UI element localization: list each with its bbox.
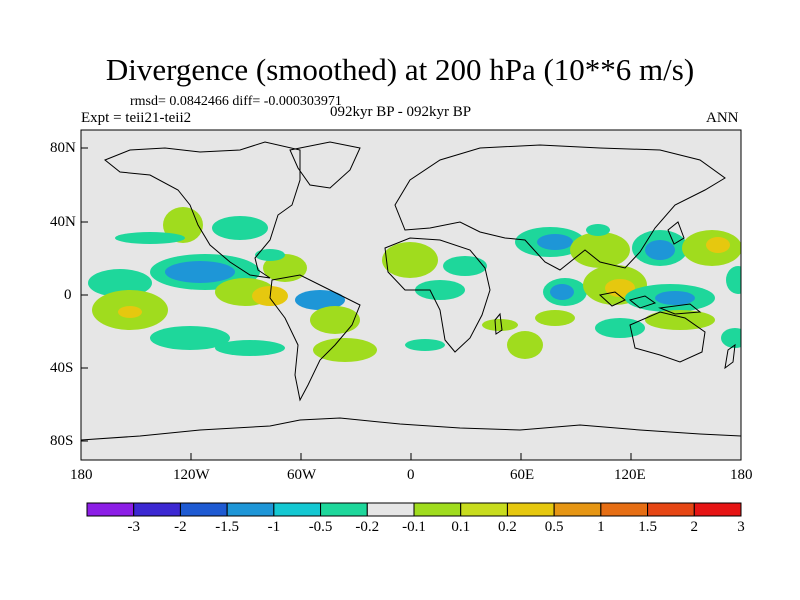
field-patch	[212, 216, 268, 240]
field-patch	[586, 224, 610, 236]
coastline-maritime-continent	[598, 291, 702, 315]
field-patch	[570, 232, 630, 268]
field-patch	[721, 328, 741, 348]
coastline-south-america	[269, 274, 361, 402]
map-panel	[80, 129, 742, 461]
coastline-antarctica	[81, 417, 741, 441]
colorbar-swatch	[133, 502, 181, 517]
colorbar-swatch	[647, 502, 695, 517]
coastline-eurasia	[394, 144, 726, 271]
colorbar-label: 1.5	[638, 519, 657, 535]
lon-tick-label: 60E	[510, 467, 535, 483]
colorbar	[86, 502, 742, 517]
colorbar-swatch	[460, 502, 508, 517]
colorbar-swatch	[320, 502, 368, 517]
field-patch	[415, 280, 465, 300]
lat-tick-label: 40N	[50, 214, 76, 230]
lon-tick-label: 120W	[173, 467, 210, 483]
field-patch	[595, 318, 645, 338]
coastline-new-zealand	[724, 343, 736, 370]
lon-tick-label: 180	[730, 467, 753, 483]
field-patch	[88, 269, 152, 297]
field-patch	[726, 266, 741, 294]
colorbar-swatch	[86, 502, 135, 517]
colorbar-swatch	[273, 502, 322, 517]
colorbar-swatch	[693, 502, 742, 517]
colorbar-label: 1	[597, 519, 605, 535]
field-patch	[295, 290, 345, 310]
divergence-field	[88, 207, 741, 362]
colorbar-swatch	[553, 502, 602, 517]
lon-tick-label: 180	[70, 467, 93, 483]
lon-tick-label: 120E	[614, 467, 646, 483]
colorbar-swatch	[226, 502, 275, 517]
axis-ticks	[80, 147, 742, 460]
colorbar-label: -2	[174, 519, 187, 535]
field-patch	[645, 310, 715, 330]
colorbar-label: -0.2	[355, 519, 380, 535]
field-patch	[215, 340, 285, 356]
coastline-north-america	[104, 141, 301, 279]
field-patch	[405, 339, 445, 351]
field-patch	[482, 319, 518, 331]
lat-tick-label: 80S	[50, 433, 74, 449]
field-patch	[535, 310, 575, 326]
lat-tick-label: 40S	[50, 360, 74, 376]
colorbar-swatch	[600, 502, 649, 517]
coastline-africa	[384, 237, 491, 353]
colorbar-label: 3	[737, 519, 745, 535]
field-patch	[165, 261, 235, 283]
field-patch	[263, 254, 307, 282]
colorbar-swatch	[506, 502, 555, 517]
colorbar-label: -0.5	[308, 519, 333, 535]
coastline-japan	[667, 221, 685, 245]
lon-tick-label: 60W	[287, 467, 317, 483]
lon-tick-label: 0	[407, 467, 415, 483]
colorbar-label: -1	[267, 519, 281, 535]
colorbar-label: 0.2	[498, 519, 517, 535]
field-patch	[655, 291, 695, 305]
season-label: ANN	[706, 110, 739, 126]
coastline-greenland	[289, 141, 361, 189]
colorbar-swatch	[413, 502, 462, 517]
field-patch	[310, 306, 360, 334]
field-patch	[550, 284, 574, 300]
colorbar-label: 2	[690, 519, 699, 535]
coastline-australia	[629, 311, 706, 363]
colorbar-label: -3	[127, 519, 140, 535]
field-patch	[118, 306, 142, 318]
colorbar-label: 0.5	[544, 519, 564, 535]
experiment-label: Expt = teii21-teii2	[81, 110, 192, 126]
lat-tick-label: 0	[64, 287, 72, 303]
field-patch	[443, 256, 487, 276]
field-patch	[115, 232, 185, 244]
coastline-madagascar	[494, 312, 503, 335]
colorbar-swatch	[366, 502, 415, 517]
colorbar-label: 0.1	[451, 519, 471, 535]
colorbar-label: -0.1	[402, 519, 426, 535]
field-patch	[645, 240, 675, 260]
map-title: Divergence (smoothed) at 200 hPa (10**6 …	[105, 52, 695, 87]
coastlines	[81, 141, 741, 441]
lat-tick-label: 80N	[50, 140, 76, 156]
field-patch	[255, 249, 285, 261]
period-label: 092kyr BP - 092kyr BP	[330, 104, 472, 120]
field-patch	[150, 326, 230, 350]
stats-label: rmsd= 0.0842466 diff= -0.000303971	[130, 94, 342, 109]
field-patch	[537, 234, 573, 250]
field-patch	[706, 237, 730, 253]
field-patch	[507, 331, 543, 359]
colorbar-label: -1.5	[215, 519, 240, 535]
field-patch	[382, 242, 438, 278]
field-patch	[313, 338, 377, 362]
colorbar-swatch	[179, 502, 228, 517]
